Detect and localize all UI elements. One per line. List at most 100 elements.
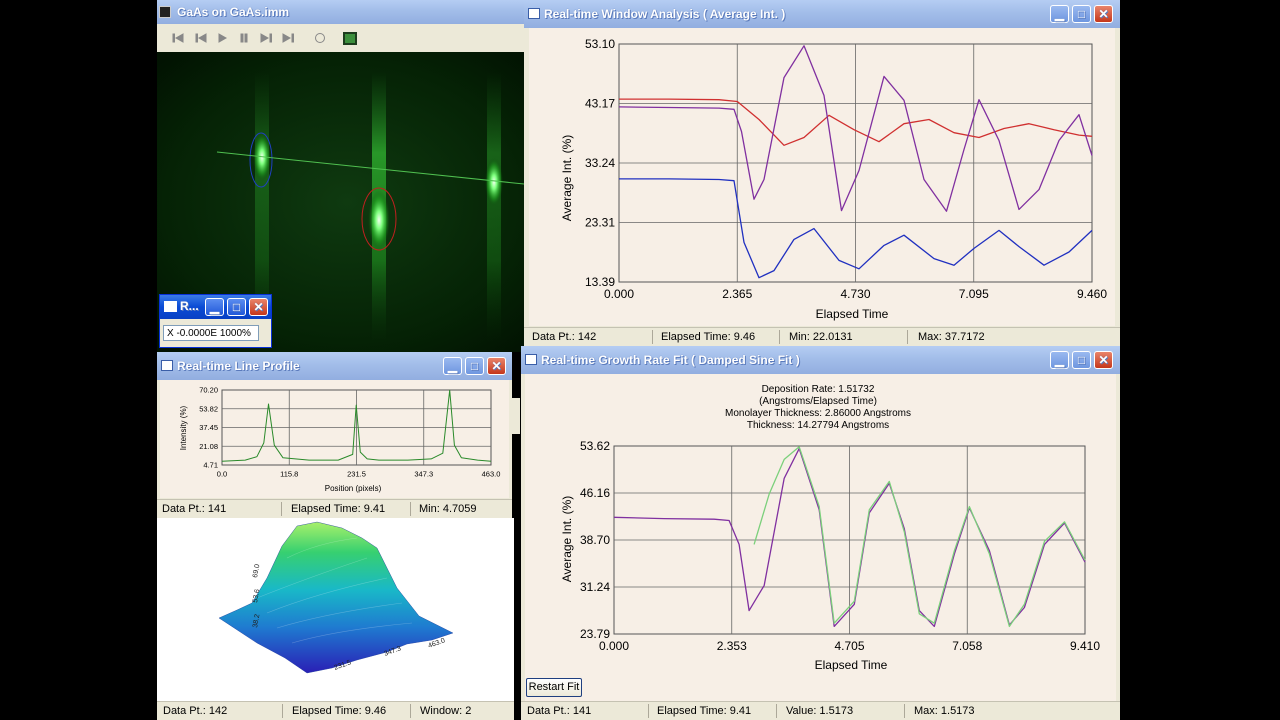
growth-ytick: 23.79 [580, 627, 610, 641]
profile-series-0 [221, 389, 492, 462]
growth-fit-window: Real-time Growth Rate Fit ( Damped Sine … [521, 346, 1120, 720]
step-back-icon[interactable] [195, 33, 207, 43]
analysis-series-2 [619, 178, 1093, 279]
svg-text:69.0: 69.0 [252, 564, 261, 579]
analysis-xtick: 9.460 [1077, 287, 1107, 301]
line-profile-window: Real-time Line Profile ▁ □ ✕ 70.20 53.82 3… [157, 352, 512, 518]
surface-status-datapt: Data Pt.: 142 [163, 705, 228, 717]
growth-ylabel: Average Int. (%) [560, 496, 574, 582]
profile-status-elapsed: Elapsed Time: 9.41 [291, 503, 386, 515]
analysis-titlebar[interactable]: Real-time Window Analysis ( Average Int.… [524, 0, 1120, 28]
analysis-status-min: Min: 22.0131 [789, 331, 853, 343]
profile-chart[interactable]: 70.20 53.82 37.45 21.08 4.71 0.0 115.8 231.5 34… [160, 380, 509, 498]
growth-ytick: 31.24 [580, 580, 610, 594]
mini-readout-field[interactable]: X -0.0000E 1000% [163, 325, 259, 341]
growth-statusbar: Data Pt.: 141 Elapsed Time: 9.41 Value: … [521, 701, 1120, 720]
analysis-series-0 [619, 98, 1093, 146]
growth-xtick: 2.353 [717, 639, 747, 653]
analysis-minimize-button[interactable]: ▁ [1050, 5, 1069, 23]
skip-end-icon[interactable] [282, 33, 294, 43]
profile-ytick: 21.08 [199, 442, 218, 451]
loop-icon[interactable] [315, 33, 325, 43]
analysis-status-max: Max: 37.7172 [918, 331, 985, 343]
mini-window-title: R... [180, 299, 199, 313]
analysis-status-elapsed: Elapsed Time: 9.46 [661, 331, 756, 343]
rheed-pattern-svg [216, 72, 524, 342]
growth-xtick: 4.705 [834, 639, 864, 653]
growth-info-rate: Deposition Rate: 1.51732 [762, 384, 875, 395]
profile-close-button[interactable]: ✕ [487, 357, 506, 375]
growth-status-max: Max: 1.5173 [914, 705, 975, 717]
analysis-close-button[interactable]: ✕ [1094, 5, 1113, 23]
growth-ytick: 46.16 [580, 486, 610, 500]
profile-plot-area: 70.20 53.82 37.45 21.08 4.71 0.0 115.8 231.5 34… [160, 380, 509, 498]
growth-xlabel: Elapsed Time [815, 658, 888, 672]
growth-status-elapsed: Elapsed Time: 9.41 [657, 705, 752, 717]
growth-ytick: 53.62 [580, 439, 610, 453]
analysis-xtick: 0.000 [604, 287, 634, 301]
mini-minimize-button[interactable]: ▁ [205, 298, 224, 316]
analysis-xtick: 4.730 [840, 287, 870, 301]
surface-3d-chart[interactable]: 69.0 53.6 38.2 231.5 347.3 463.0 [157, 518, 514, 702]
analysis-xtick: 7.095 [959, 287, 989, 301]
profile-statusbar: Data Pt.: 141 Elapsed Time: 9.41 Min: 4.… [157, 499, 512, 518]
pause-icon[interactable] [240, 33, 248, 43]
growth-title: Real-time Growth Rate Fit ( Damped Sine … [541, 353, 800, 367]
analysis-plot-area: 53.10 43.17 33.24 23.31 13.39 0.000 2.365 4.73… [529, 28, 1115, 326]
surface-mesh [218, 521, 454, 674]
growth-info: Deposition Rate: 1.51732 (Angstroms/Elap… [725, 384, 911, 431]
growth-ytick: 38.70 [580, 533, 610, 547]
film-icon [159, 6, 171, 18]
profile-xtick: 231.5 [347, 470, 366, 479]
analysis-title: Real-time Window Analysis ( Average Int.… [544, 7, 786, 21]
restart-fit-button[interactable]: Restart Fit [526, 678, 582, 697]
analysis-series-1 [618, 45, 1093, 212]
surface-3d-window: 69.0 53.6 38.2 231.5 347.3 463.0 Data Pt… [157, 518, 514, 720]
profile-xtick: 347.3 [414, 470, 433, 479]
profile-ytick: 4.71 [203, 461, 218, 470]
profile-xtick: 115.8 [280, 470, 298, 479]
analysis-status-datapt: Data Pt.: 142 [532, 331, 597, 343]
growth-titlebar[interactable]: Real-time Growth Rate Fit ( Damped Sine … [521, 346, 1120, 374]
scrollbar-sliver[interactable] [512, 398, 520, 434]
profile-title: Real-time Line Profile [177, 359, 300, 373]
analysis-window-red[interactable] [361, 187, 397, 251]
analysis-ytick: 43.17 [585, 97, 615, 111]
analysis-chart[interactable]: 53.10 43.17 33.24 23.31 13.39 0.000 2.365 4.73… [529, 28, 1115, 326]
profile-maximize-button[interactable]: □ [465, 357, 484, 375]
mini-maximize-button[interactable]: □ [227, 298, 246, 316]
analysis-xtick: 2.365 [722, 287, 752, 301]
mini-close-button[interactable]: ✕ [249, 298, 268, 316]
rheed-window-title: GaAs on GaAs.imm [177, 5, 290, 19]
play-icon[interactable] [218, 33, 228, 43]
step-forward-icon[interactable] [260, 33, 272, 43]
profile-minimize-button[interactable]: ▁ [443, 357, 462, 375]
profile-line[interactable] [216, 151, 524, 185]
growth-xtick: 9.410 [1070, 639, 1100, 653]
growth-maximize-button[interactable]: □ [1072, 351, 1091, 369]
spot-center [368, 190, 390, 250]
analysis-ylabel: Average Int. (%) [560, 135, 574, 221]
analysis-maximize-button[interactable]: □ [1072, 5, 1091, 23]
growth-info-thickness: Thickness: 14.27794 Angstroms [747, 420, 889, 431]
growth-info-units: (Angstroms/Elapsed Time) [759, 396, 877, 407]
analysis-ytick: 33.24 [585, 156, 615, 170]
surface-plot-area: 69.0 53.6 38.2 231.5 347.3 463.0 [157, 518, 514, 702]
growth-chart[interactable]: Deposition Rate: 1.51732 (Angstroms/Elap… [525, 374, 1116, 701]
growth-minimize-button[interactable]: ▁ [1050, 351, 1069, 369]
growth-status-value: Value: 1.5173 [786, 705, 854, 717]
mini-window-icon [164, 301, 177, 312]
analysis-ytick: 23.31 [585, 216, 615, 230]
profile-titlebar[interactable]: Real-time Line Profile ▁ □ ✕ [157, 352, 512, 380]
mini-window-titlebar[interactable]: R... ▁ □ ✕ [160, 295, 271, 319]
rheed-window-titlebar[interactable]: GaAs on GaAs.imm [157, 0, 524, 24]
profile-window-icon [161, 360, 173, 371]
profile-ytick: 53.82 [199, 404, 218, 413]
analysis-window-blue[interactable] [249, 132, 273, 188]
skip-start-icon[interactable] [172, 33, 184, 43]
surface-statusbar: Data Pt.: 142 Elapsed Time: 9.46 Window:… [157, 701, 514, 720]
player-toolbar-icons [172, 32, 357, 45]
growth-close-button[interactable]: ✕ [1094, 351, 1113, 369]
spot-right [485, 158, 503, 206]
grid-icon[interactable] [343, 32, 357, 45]
